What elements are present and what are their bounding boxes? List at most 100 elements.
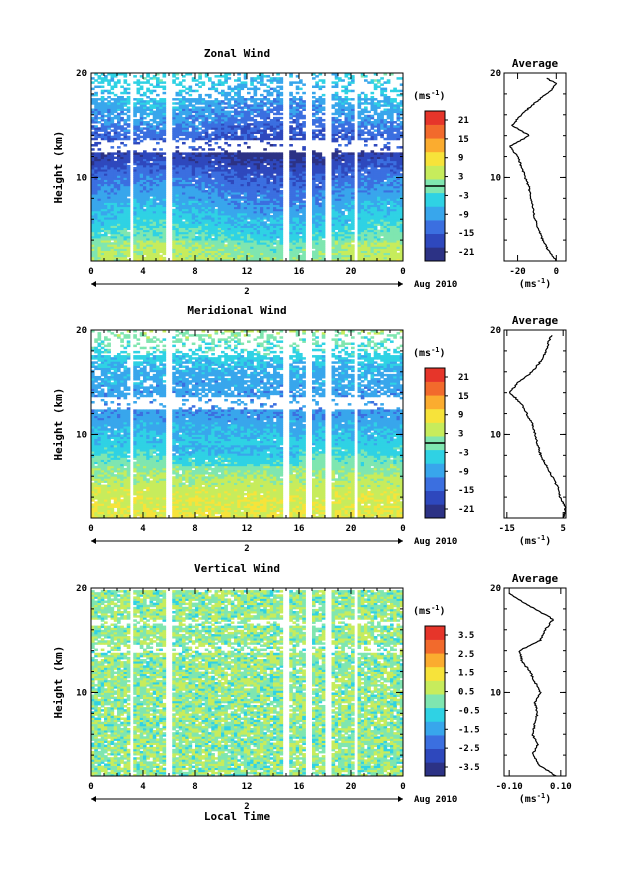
heatmap-cell — [136, 183, 141, 187]
heatmap-cell — [185, 223, 189, 226]
heatmap-cell — [302, 254, 306, 258]
heatmap-cell — [247, 131, 251, 134]
heatmap-cell — [110, 217, 115, 220]
heatmap-cell — [214, 183, 219, 187]
heatmap-cell — [198, 100, 202, 103]
heatmap-cell — [214, 110, 219, 114]
heatmap-cell — [175, 162, 180, 166]
heatmap-cell — [126, 98, 131, 101]
heatmap-cell — [139, 85, 144, 89]
heatmap-cell — [139, 202, 144, 205]
heatmap-cell — [136, 185, 141, 189]
heatmap-cell — [172, 252, 176, 256]
heatmap-cell — [191, 250, 196, 254]
heatmap-cell — [146, 133, 150, 137]
heatmap-cell — [100, 252, 105, 256]
heatmap-cell — [110, 233, 115, 237]
heatmap-cell — [221, 131, 225, 134]
heatmap-cell — [91, 223, 95, 226]
heatmap-cell — [172, 192, 176, 195]
heatmap-cell — [250, 173, 254, 176]
heatmap-cell — [143, 187, 147, 191]
heatmap-cell — [126, 171, 131, 174]
heatmap-cell — [312, 95, 316, 99]
heatmap-cell — [178, 158, 183, 162]
heatmap-cell — [217, 183, 222, 187]
heatmap-cell — [133, 246, 137, 249]
heatmap-cell — [126, 123, 131, 126]
heatmap-cell — [208, 227, 212, 231]
heatmap-cell — [126, 118, 131, 122]
heatmap-cell — [91, 250, 95, 254]
heatmap-cell — [273, 135, 277, 139]
heatmap-cell — [149, 204, 154, 208]
heatmap-cell — [260, 129, 264, 132]
heatmap-cell — [266, 181, 271, 185]
heatmap-cell — [120, 141, 124, 145]
heatmap-cell — [260, 194, 264, 197]
heatmap-cell — [201, 196, 206, 199]
heatmap-cell — [230, 194, 235, 197]
heatmap-cell — [178, 177, 183, 180]
heatmap-cell — [217, 233, 222, 237]
heatmap-cell — [182, 244, 186, 247]
heatmap-cell — [256, 215, 261, 218]
heatmap-cell — [123, 252, 128, 256]
heatmap-cell — [162, 114, 167, 118]
heatmap-cell — [269, 79, 274, 82]
heatmap-cell — [256, 112, 261, 116]
heatmap-cell — [136, 158, 141, 162]
heatmap-cell — [136, 89, 141, 93]
heatmap-cell — [123, 127, 128, 130]
heatmap-cell — [107, 183, 111, 187]
heatmap-cell — [97, 248, 102, 251]
heatmap-cell — [253, 118, 258, 122]
heatmap-cell — [139, 173, 144, 176]
heatmap-cell — [97, 185, 102, 189]
heatmap-cell — [276, 198, 280, 201]
heatmap-cell — [117, 177, 121, 180]
heatmap-cell — [243, 77, 248, 80]
heatmap-cell — [100, 246, 105, 249]
heatmap-cell — [175, 73, 180, 76]
heatmap-cell — [195, 162, 199, 166]
heatmap-cell — [230, 235, 235, 239]
heatmap-cell — [295, 162, 300, 166]
heatmap-cell — [146, 215, 150, 218]
heatmap-cell — [204, 248, 209, 251]
heatmap-cell — [188, 200, 193, 203]
heatmap-cell — [91, 175, 95, 178]
heatmap-cell — [250, 83, 254, 86]
heatmap-cell — [227, 102, 232, 105]
heatmap-cell — [149, 127, 154, 130]
heatmap-cell — [295, 192, 300, 195]
heatmap-cell — [240, 242, 245, 245]
heatmap-cell — [237, 167, 241, 170]
heatmap-cell — [269, 108, 274, 111]
heatmap-cell — [269, 93, 274, 97]
heatmap-cell — [299, 114, 303, 118]
heatmap-cell — [292, 167, 297, 170]
heatmap-cell — [136, 137, 141, 141]
heatmap-cell — [162, 175, 167, 178]
heatmap-cell — [120, 175, 124, 178]
heatmap-cell — [279, 77, 284, 80]
heatmap-cell — [247, 215, 251, 218]
heatmap-cell — [214, 112, 219, 116]
heatmap-cell — [273, 167, 277, 170]
heatmap-cell — [156, 244, 160, 247]
heatmap-cell — [113, 102, 118, 105]
heatmap-cell — [136, 98, 141, 101]
heatmap-cell — [227, 114, 232, 118]
heatmap-cell — [182, 127, 186, 130]
heatmap-cell — [204, 254, 209, 258]
heatmap-cell — [266, 204, 271, 208]
heatmap-cell — [276, 118, 280, 122]
heatmap-cell — [211, 221, 215, 224]
heatmap-cell — [120, 258, 124, 262]
heatmap-cell — [221, 244, 225, 247]
heatmap-cell — [273, 235, 277, 239]
heatmap-cell — [230, 173, 235, 176]
heatmap-cell — [312, 77, 316, 80]
heatmap-cell — [263, 210, 267, 214]
